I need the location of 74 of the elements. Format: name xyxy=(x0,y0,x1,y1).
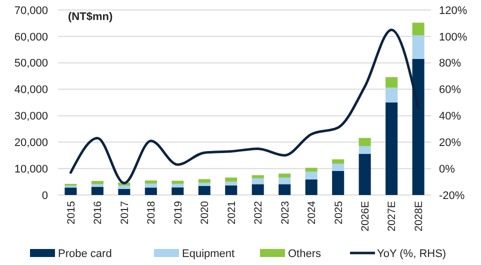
y2-tick-label: 80% xyxy=(439,58,462,70)
bar xyxy=(198,182,210,186)
bar xyxy=(278,184,291,195)
bar xyxy=(412,58,424,195)
bar xyxy=(144,188,157,195)
bar xyxy=(305,172,318,180)
legend-label: YoY (%, RHS) xyxy=(377,248,446,260)
y-tick-label: 40,000 xyxy=(14,84,48,96)
line-series xyxy=(69,28,420,184)
bar xyxy=(64,188,77,195)
x-tick-label: 2019 xyxy=(172,200,184,224)
annotation: (NT$mn) xyxy=(68,11,113,23)
y2-tick-label: 120% xyxy=(439,4,468,17)
y2-tick-label: 20% xyxy=(439,136,462,149)
y2-tick-label: 100% xyxy=(439,31,468,44)
bar xyxy=(225,178,238,182)
bar xyxy=(144,184,157,188)
bar xyxy=(144,180,157,184)
bar xyxy=(252,178,264,184)
bar xyxy=(91,186,104,195)
legend-label: Others xyxy=(288,248,322,260)
y2-tick-label: 0% xyxy=(439,163,456,176)
bar xyxy=(198,179,210,183)
y-tick-label: 50,000 xyxy=(14,58,48,70)
x-tick-label: 2015 xyxy=(65,200,78,224)
x-tick-label: 2026E xyxy=(360,201,372,232)
x-tick-label: 2016 xyxy=(92,200,104,224)
bar xyxy=(172,187,184,195)
bar xyxy=(386,77,398,88)
x-tick-label: 2025 xyxy=(332,200,345,224)
bar xyxy=(386,88,398,102)
legend-label: Probe card xyxy=(58,248,112,260)
bar xyxy=(358,138,371,146)
bar xyxy=(412,22,424,36)
bar xyxy=(278,178,291,184)
bar xyxy=(91,184,104,187)
bar xyxy=(252,184,264,195)
bar xyxy=(225,182,238,186)
y2-tick-label: 60% xyxy=(439,84,462,96)
bar xyxy=(172,180,184,184)
y-tick-label: 70,000 xyxy=(14,4,48,17)
bar xyxy=(118,185,130,189)
bar xyxy=(198,186,210,195)
y-tick-label: 10,000 xyxy=(14,163,48,176)
bar xyxy=(358,154,371,195)
x-tick-label: 2020 xyxy=(199,200,212,224)
x-tick-label: 2024 xyxy=(306,200,318,224)
x-tick-label: 2027E xyxy=(386,201,398,232)
y-tick-label: 60,000 xyxy=(14,31,48,44)
bar xyxy=(91,180,104,184)
bar xyxy=(358,146,371,154)
y-tick-label: 30,000 xyxy=(14,110,48,123)
bar xyxy=(278,174,291,178)
x-tick-label: 2022 xyxy=(252,200,265,224)
bar xyxy=(332,159,344,164)
x-tick-label: 2018 xyxy=(146,200,158,224)
y-tick-label: 0 xyxy=(42,190,48,202)
bar xyxy=(305,179,318,195)
x-tick-label: 2028E xyxy=(412,201,425,232)
bar xyxy=(332,170,344,195)
y2-tick-label: -20% xyxy=(439,190,465,202)
y2-tick-label: 40% xyxy=(439,110,462,123)
x-tick-label: 2017 xyxy=(118,200,131,224)
bar xyxy=(412,35,424,59)
y-tick-label: 20,000 xyxy=(14,136,48,149)
bar xyxy=(332,164,344,171)
bar xyxy=(172,184,184,188)
bar xyxy=(225,185,238,195)
legend-label: Equipment xyxy=(182,248,235,260)
bar xyxy=(118,188,130,195)
bar xyxy=(252,175,264,178)
bar xyxy=(386,102,398,195)
x-tick-label: 2023 xyxy=(279,200,292,224)
x-tick-label: 2021 xyxy=(226,200,238,224)
